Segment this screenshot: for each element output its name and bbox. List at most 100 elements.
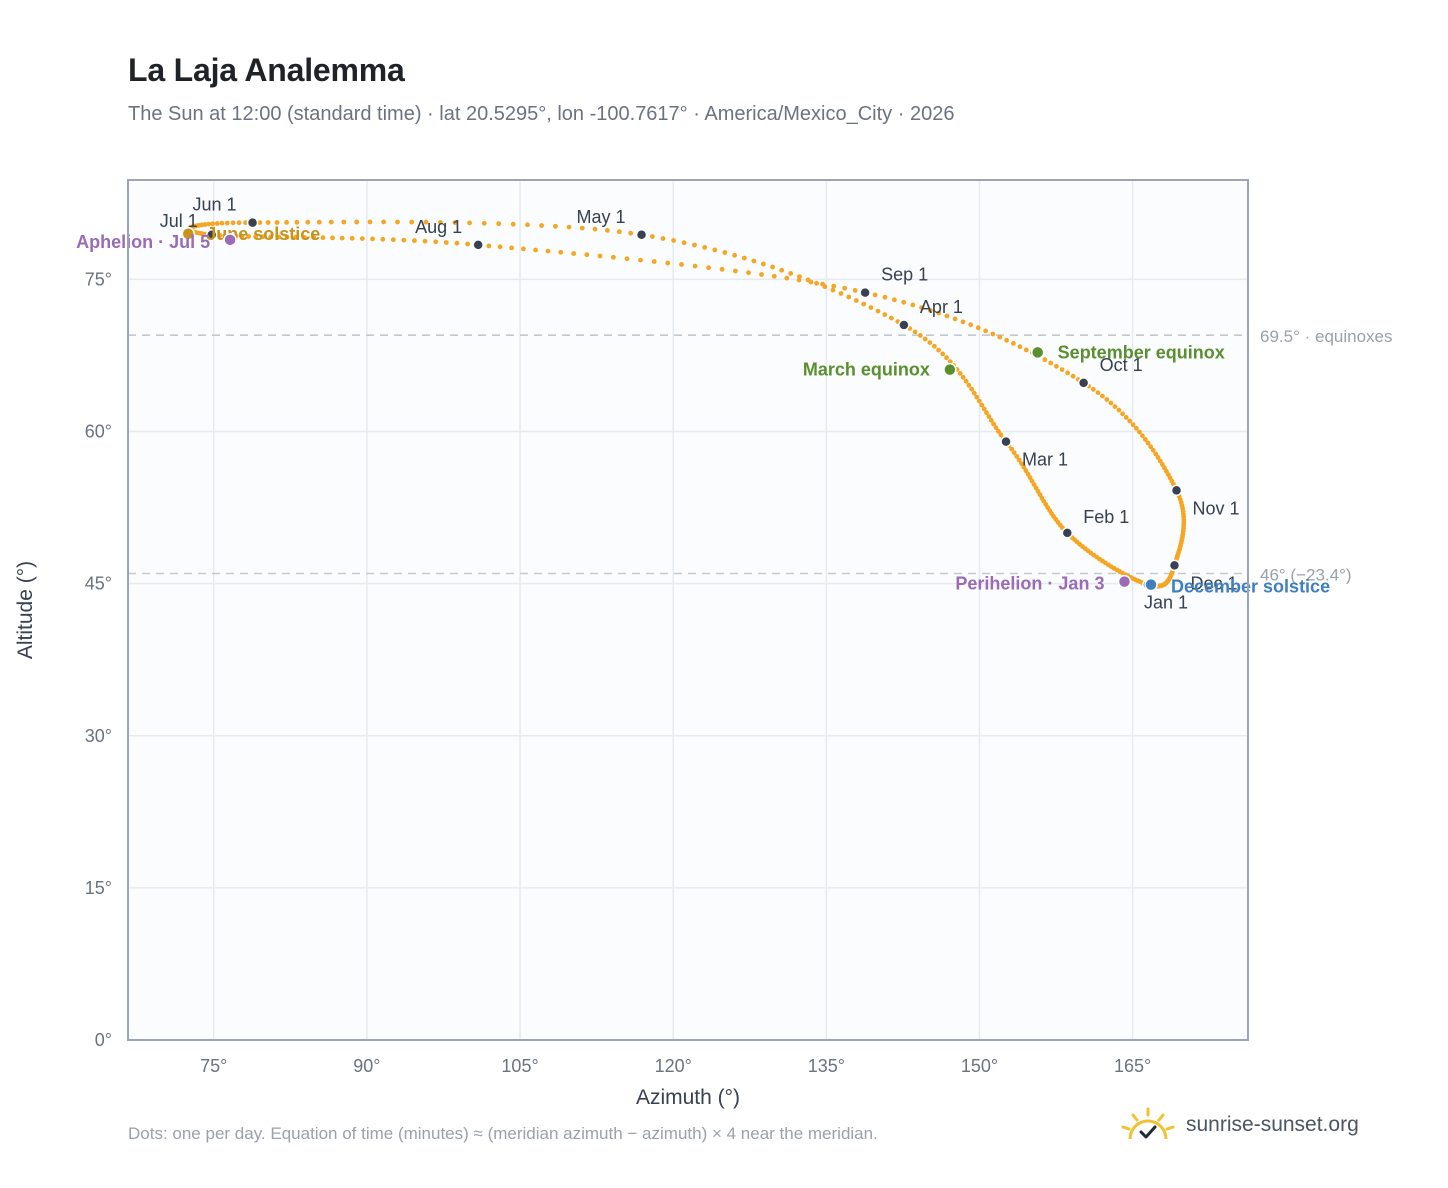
- day-dot: [341, 219, 347, 225]
- day-dot: [947, 359, 953, 364]
- day-dot: [1090, 386, 1096, 392]
- day-dot: [952, 316, 958, 322]
- x-tick-label: 165°: [1114, 1056, 1151, 1076]
- day-dot: [265, 220, 271, 225]
- month-marker: [1170, 484, 1183, 497]
- month-label: Feb 1: [1083, 507, 1129, 527]
- x-tick-label: 135°: [808, 1056, 845, 1076]
- day-dot: [236, 220, 242, 226]
- day-dot: [932, 343, 937, 349]
- day-dot: [988, 417, 994, 423]
- event-marker: [1144, 577, 1158, 592]
- x-tick-label: 75°: [200, 1056, 227, 1076]
- day-dot: [454, 240, 460, 246]
- x-axis-label: Azimuth (°): [636, 1086, 740, 1109]
- day-dot: [390, 237, 396, 243]
- event-marker: [943, 362, 957, 377]
- day-dot: [986, 414, 992, 419]
- day-dot: [409, 219, 415, 225]
- day-dot: [990, 331, 996, 337]
- day-dot: [230, 220, 236, 226]
- day-dot: [294, 219, 300, 225]
- day-dot: [722, 250, 728, 255]
- day-dot: [1123, 415, 1129, 420]
- day-dot: [1019, 461, 1024, 466]
- y-tick-label: 0°: [95, 1030, 112, 1050]
- brand-logo[interactable]: sunrise-sunset.org: [1120, 1103, 1359, 1147]
- day-dot: [901, 299, 907, 305]
- x-tick-label: 150°: [961, 1056, 998, 1076]
- day-dot: [1011, 341, 1016, 346]
- day-dot: [1029, 478, 1035, 484]
- day-dot: [944, 355, 949, 361]
- day-dot: [260, 234, 266, 240]
- day-dot: [732, 252, 737, 258]
- day-dot: [1016, 457, 1022, 463]
- day-dot: [993, 425, 999, 431]
- day-dot: [1104, 397, 1110, 402]
- plot-area: [128, 180, 1248, 1040]
- day-dot: [584, 252, 590, 258]
- day-dot: [741, 255, 747, 261]
- day-dot: [443, 240, 449, 245]
- y-axis-label: Altitude (°): [14, 561, 37, 659]
- day-dot: [846, 294, 852, 300]
- day-dot: [597, 253, 603, 259]
- day-dot: [302, 235, 307, 240]
- day-dot: [214, 221, 220, 226]
- day-dot: [1017, 344, 1023, 350]
- day-dot: [1065, 370, 1070, 376]
- day-dot: [239, 233, 245, 239]
- day-dot: [852, 288, 858, 293]
- day-dot: [1108, 400, 1114, 406]
- day-dot: [760, 261, 766, 267]
- day-dot: [784, 275, 790, 281]
- day-dot: [380, 236, 386, 242]
- day-dot: [650, 234, 655, 239]
- y-tick-label: 75°: [85, 269, 112, 289]
- month-label: Jan 1: [1144, 593, 1188, 613]
- day-dot: [892, 297, 897, 303]
- event-label: June solstice: [206, 224, 320, 244]
- day-dot: [367, 219, 373, 225]
- day-dot: [224, 220, 230, 226]
- day-dot: [1004, 337, 1009, 343]
- day-dot: [692, 263, 698, 269]
- day-dot: [960, 374, 966, 380]
- day-dot: [797, 274, 802, 279]
- day-dot: [1153, 451, 1159, 457]
- x-axis-ticks: 75° 90° 105° 120° 135° 150° 165°: [200, 1056, 1151, 1076]
- day-dot: [521, 246, 526, 252]
- day-dot: [910, 302, 916, 308]
- day-dot: [1023, 468, 1029, 474]
- day-dot: [966, 382, 972, 388]
- day-dot: [671, 238, 676, 243]
- day-dot: [875, 308, 881, 314]
- day-dot: [616, 229, 622, 235]
- day-dot: [971, 390, 977, 396]
- month-label: Mar 1: [1022, 450, 1068, 470]
- month-marker: [246, 216, 259, 229]
- day-dot: [719, 266, 725, 272]
- day-dot: [496, 221, 502, 227]
- day-dot: [354, 219, 360, 225]
- day-dot: [497, 244, 503, 250]
- day-dot: [349, 235, 355, 241]
- day-dot: [981, 406, 987, 412]
- day-dot: [465, 241, 470, 247]
- reference-lines: 69.5° · equinoxes 46° (−23.4°): [128, 327, 1393, 584]
- day-dot: [963, 378, 969, 384]
- day-dot: [1150, 447, 1156, 453]
- month-marker: [1061, 527, 1074, 539]
- month-marker: [859, 286, 871, 299]
- day-dot: [481, 220, 487, 226]
- day-dot: [311, 235, 316, 240]
- day-dot: [1025, 471, 1031, 477]
- day-dot: [316, 219, 322, 225]
- day-dot: [872, 292, 878, 298]
- day-dot: [525, 222, 530, 228]
- day-dot: [486, 243, 492, 249]
- event-marker: [223, 233, 237, 247]
- event-label: December solstice: [1171, 577, 1330, 597]
- day-dot: [284, 220, 289, 225]
